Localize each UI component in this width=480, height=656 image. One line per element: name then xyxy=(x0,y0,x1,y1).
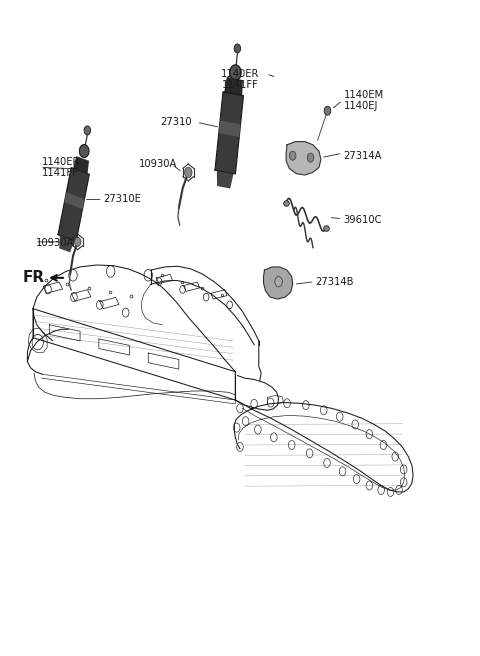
Polygon shape xyxy=(58,167,89,241)
Text: 1140EJ: 1140EJ xyxy=(344,101,378,112)
Polygon shape xyxy=(64,192,84,209)
Text: 1141FF: 1141FF xyxy=(41,168,78,178)
Text: 1140ER: 1140ER xyxy=(221,69,259,79)
Circle shape xyxy=(307,153,314,162)
Polygon shape xyxy=(215,92,243,174)
Text: 10930A: 10930A xyxy=(139,159,177,169)
Polygon shape xyxy=(73,156,89,174)
Text: 27310: 27310 xyxy=(160,117,192,127)
Circle shape xyxy=(275,277,282,287)
Circle shape xyxy=(324,106,331,115)
Text: 10930A: 10930A xyxy=(36,238,74,248)
Text: 1140EM: 1140EM xyxy=(344,91,384,100)
Polygon shape xyxy=(264,267,293,299)
Circle shape xyxy=(184,167,192,178)
Polygon shape xyxy=(219,120,240,137)
Text: FR: FR xyxy=(23,270,45,285)
Polygon shape xyxy=(59,236,74,253)
Polygon shape xyxy=(234,400,413,492)
Text: 1140ER: 1140ER xyxy=(41,157,80,167)
Text: 39610C: 39610C xyxy=(344,215,382,225)
Circle shape xyxy=(84,126,91,135)
Circle shape xyxy=(80,144,89,157)
Polygon shape xyxy=(217,171,234,188)
Text: 1141FF: 1141FF xyxy=(222,80,258,90)
Polygon shape xyxy=(286,142,321,175)
Text: 27314A: 27314A xyxy=(344,151,382,161)
Circle shape xyxy=(289,152,296,160)
Circle shape xyxy=(230,65,241,81)
Text: 27314B: 27314B xyxy=(315,277,354,287)
Circle shape xyxy=(234,44,240,53)
Polygon shape xyxy=(225,77,242,95)
Text: 27310E: 27310E xyxy=(104,194,142,205)
Circle shape xyxy=(74,237,81,247)
